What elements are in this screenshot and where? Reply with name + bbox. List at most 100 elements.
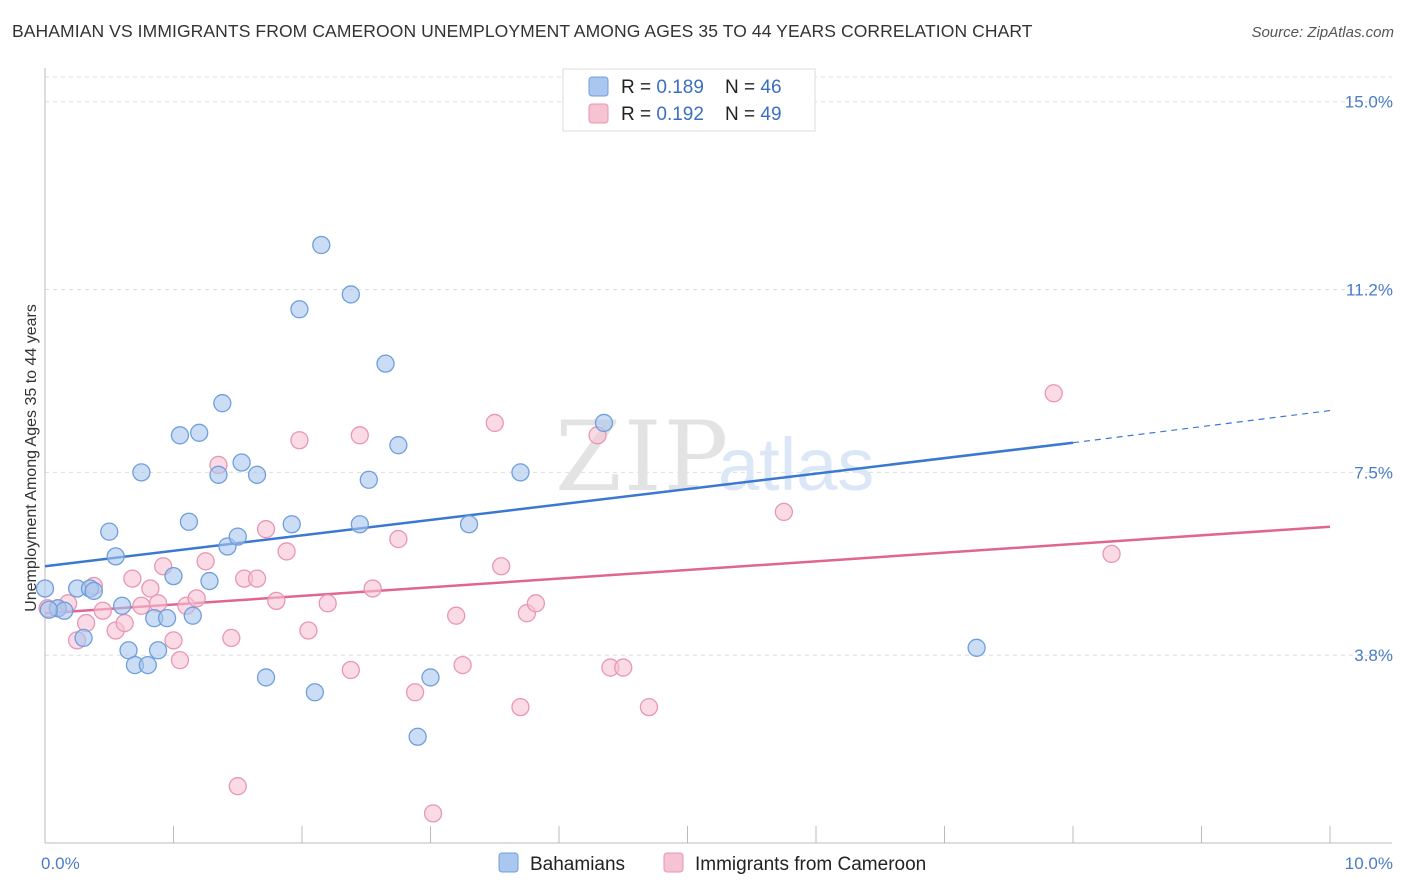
point-bahamians-24: [213, 394, 232, 413]
point-bahamians-41: [459, 515, 479, 534]
legend-r-label-1: R =: [621, 77, 656, 98]
point-bahamians-23: [209, 465, 228, 484]
bottom-legend-swatch-cameroon: [663, 852, 684, 873]
point-cameroon-49: [1102, 544, 1121, 564]
source-label: Source: ZipAtlas.com: [1251, 24, 1394, 41]
point-bahamians-13: [138, 655, 157, 675]
point-bahamians-30: [282, 515, 301, 534]
point-bahamians-36: [359, 470, 378, 489]
point-bahamians-45: [39, 600, 59, 619]
point-bahamians-28: [247, 465, 267, 484]
point-cameroon-10: [132, 596, 151, 615]
point-bahamians-27: [232, 453, 251, 472]
legend-n-label-2: N =: [725, 104, 760, 125]
point-bahamians-15: [148, 641, 168, 660]
trend-lines: [44, 409, 1331, 615]
point-bahamians-2: [55, 601, 74, 620]
point-cameroon-29: [318, 594, 337, 613]
legend-swatch-cameroon: [588, 103, 609, 124]
point-cameroon-23: [247, 569, 267, 588]
point-cameroon-15: [170, 650, 190, 670]
y-axis-label: Unemployment Among Ages 35 to 44 years: [23, 304, 40, 612]
svg-text:R = 0.192: R = 0.192: [621, 104, 704, 125]
trend-line-bahamians-extension: [1072, 409, 1331, 444]
watermark-zip: ZIP: [555, 401, 730, 513]
x-tick-label-0: 0.0%: [41, 854, 80, 873]
point-bahamians-34: [341, 285, 360, 304]
point-cameroon-9: [123, 569, 142, 588]
point-cameroon-4: [76, 613, 96, 633]
svg-text:N = 46: N = 46: [725, 77, 782, 98]
point-bahamians-12: [132, 463, 151, 482]
point-bahamians-35: [350, 515, 369, 534]
svg-text:N = 49: N = 49: [725, 104, 782, 125]
point-cameroon-46: [639, 697, 659, 717]
point-cameroon-14: [164, 631, 183, 650]
point-bahamians-40: [421, 668, 440, 687]
point-cameroon-37: [453, 655, 472, 675]
point-cameroon-20: [222, 628, 241, 648]
point-bahamians-32: [305, 683, 325, 702]
point-cameroon-42: [526, 594, 546, 613]
bottom-legend-swatch-bahamians: [498, 852, 519, 873]
y-tick-label-0: 3.8%: [1354, 646, 1393, 665]
point-bahamians-0: [35, 579, 55, 598]
point-cameroon-32: [363, 579, 382, 598]
point-bahamians-22: [200, 571, 219, 591]
trend-line-cameroon: [44, 525, 1331, 615]
point-cameroon-6: [93, 601, 112, 620]
point-cameroon-38: [485, 413, 504, 433]
point-cameroon-35: [423, 804, 443, 823]
legend-box: R = 0.189 N = 46 R = 0.192 N = 49: [562, 68, 816, 132]
bottom-legend: Bahamians Immigrants from Cameroon: [498, 852, 926, 875]
legend-r-value-2: 0.192: [656, 104, 704, 125]
point-bahamians-38: [389, 436, 408, 455]
x-tick-label-1: 10.0%: [1345, 854, 1393, 873]
point-cameroon-11: [141, 579, 160, 598]
legend-n-value-1: 46: [760, 77, 781, 98]
point-bahamians-33: [312, 235, 331, 255]
y-tick-label-3: 15.0%: [1345, 93, 1393, 112]
point-cameroon-31: [350, 426, 369, 445]
y-tick-label-1: 7.5%: [1354, 463, 1393, 482]
point-bahamians-8: [106, 547, 125, 566]
point-cameroon-8: [115, 613, 134, 633]
point-bahamians-29: [256, 668, 276, 687]
point-cameroon-39: [492, 557, 511, 576]
bottom-legend-label-cameroon: Immigrants from Cameroon: [695, 854, 926, 875]
legend-swatch-bahamians: [588, 76, 609, 97]
point-bahamians-37: [376, 354, 395, 373]
point-bahamians-16: [157, 608, 177, 628]
trend-line-bahamians: [44, 441, 1074, 568]
data-points: [35, 235, 1121, 823]
point-bahamians-9: [112, 596, 132, 615]
y-tick-label-2: 11.2%: [1346, 281, 1393, 300]
point-bahamians-18: [170, 426, 190, 445]
point-cameroon-30: [341, 660, 360, 680]
point-cameroon-27: [290, 431, 309, 450]
legend-n-value-2: 49: [760, 104, 781, 125]
point-bahamians-7: [100, 522, 119, 541]
point-cameroon-24: [256, 520, 276, 539]
point-cameroon-25: [267, 591, 286, 610]
point-cameroon-33: [389, 529, 408, 549]
point-cameroon-21: [228, 777, 247, 796]
watermark-atlas: atlas: [718, 423, 874, 506]
point-bahamians-44: [967, 638, 986, 657]
point-cameroon-47: [774, 502, 794, 522]
point-bahamians-31: [290, 300, 309, 319]
point-bahamians-42: [511, 463, 530, 482]
point-bahamians-26: [228, 527, 247, 546]
legend-r-label-2: R =: [621, 104, 656, 125]
legend-r-value-1: 0.189: [656, 77, 704, 98]
point-cameroon-28: [299, 621, 318, 640]
point-bahamians-19: [179, 512, 199, 531]
point-bahamians-3: [74, 628, 93, 648]
tick-labels: 3.8% 7.5% 11.2% 15.0% 0.0% 10.0%: [41, 93, 1393, 873]
point-cameroon-34: [405, 683, 425, 702]
point-bahamians-20: [183, 606, 202, 625]
point-bahamians-39: [408, 727, 427, 746]
axes: [44, 68, 1392, 844]
point-cameroon-26: [277, 542, 296, 561]
